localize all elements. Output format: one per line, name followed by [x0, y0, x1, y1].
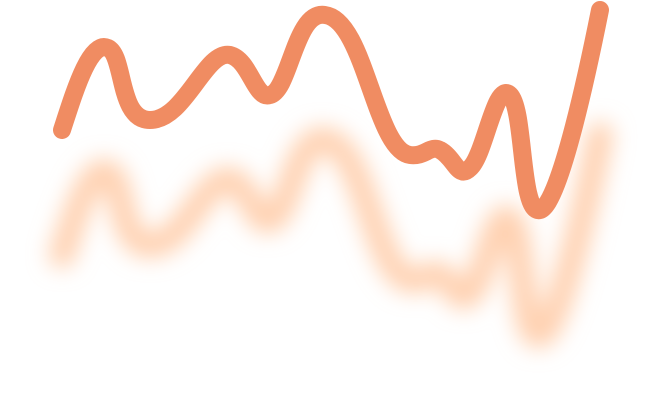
line-shadow [49, 122, 613, 348]
squiggle-line [53, 1, 609, 219]
